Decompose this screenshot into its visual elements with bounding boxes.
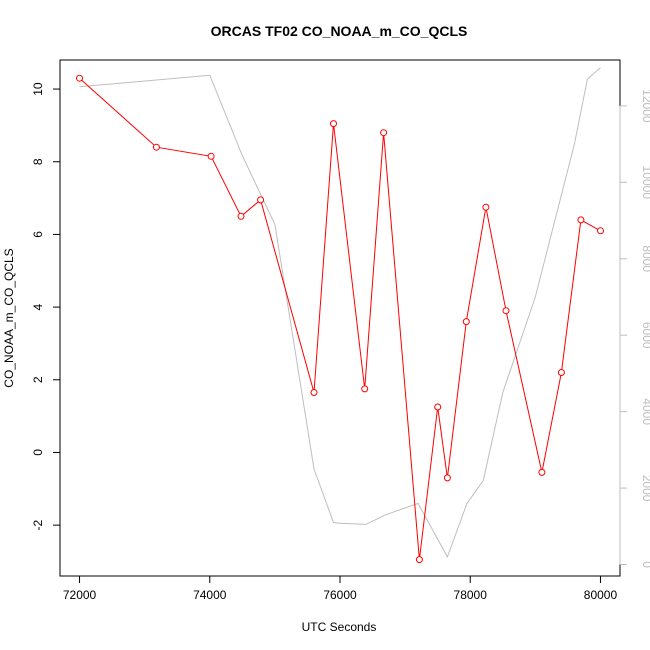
- co-point: [207, 152, 215, 160]
- y-tick-label: -2: [31, 519, 45, 530]
- co-point: [482, 203, 490, 211]
- co-point: [257, 196, 265, 204]
- x-axis: 72000 74000 76000 78000 80000: [63, 575, 618, 602]
- y2-tick-label: 12000: [640, 89, 650, 123]
- co-point: [310, 389, 318, 396]
- co-point: [361, 385, 369, 393]
- secondary-series: [79, 67, 601, 559]
- y2-tick-label: 10000: [640, 166, 650, 200]
- x-tick-label: 78000: [454, 588, 488, 602]
- y-tick-label: 2: [31, 376, 45, 383]
- y-tick-label: 0: [31, 449, 45, 456]
- x-tick-label: 80000: [584, 588, 618, 602]
- y-tick-label: 8: [31, 158, 45, 165]
- co-point: [237, 212, 245, 220]
- x-axis-label: UTC Seconds: [302, 620, 377, 634]
- y-tick-label: 4: [31, 303, 45, 310]
- co-point: [330, 120, 337, 128]
- co-point: [597, 227, 604, 235]
- y-axis: -2 0 2 4 6 8 10: [31, 82, 61, 530]
- y-axis-label: CO_NOAA_m_CO_QCLS: [2, 248, 16, 387]
- y-tick-label: 6: [31, 231, 45, 238]
- co-point: [462, 318, 470, 326]
- y2-tick-label: 2000: [640, 475, 650, 502]
- altitude-line: [79, 67, 601, 559]
- y2-tick-label: 8000: [640, 245, 650, 272]
- co-point: [502, 307, 510, 315]
- co-point: [538, 468, 546, 476]
- primary-series: [76, 74, 604, 564]
- plot-frame: [59, 59, 621, 577]
- chart-title: ORCAS TF02 CO_NOAA_m_CO_QCLS: [211, 23, 468, 39]
- y2-axis: 0 2000 4000 6000 8000 10000 12000: [619, 89, 650, 568]
- x-tick-label: 74000: [193, 588, 227, 602]
- co-point: [76, 74, 83, 82]
- co-point: [557, 369, 565, 376]
- co-point: [443, 474, 451, 482]
- y2-tick-label: 0: [640, 561, 650, 568]
- co-point: [415, 556, 423, 564]
- y-tick-label: 10: [31, 82, 45, 96]
- co-point: [152, 143, 160, 151]
- co-point: [380, 129, 388, 137]
- y2-tick-label: 4000: [640, 398, 650, 425]
- co-point: [577, 216, 585, 224]
- co-point: [434, 403, 442, 411]
- x-tick-label: 72000: [63, 588, 97, 602]
- y2-tick-label: 6000: [640, 322, 650, 349]
- x-tick-label: 76000: [323, 588, 357, 602]
